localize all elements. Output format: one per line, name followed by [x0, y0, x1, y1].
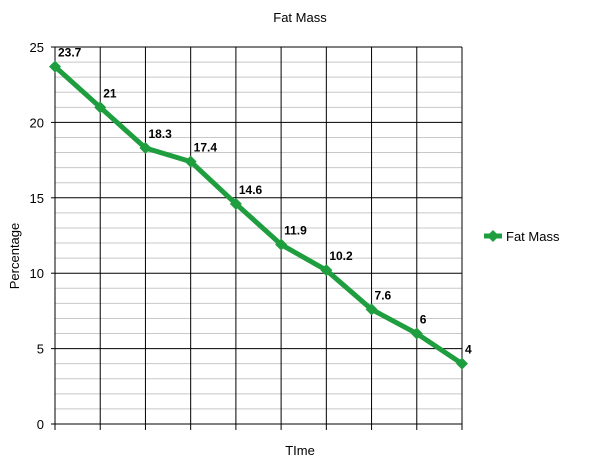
data-label: 4 [465, 343, 472, 357]
y-tick-label: 10 [30, 266, 44, 281]
data-label: 21 [103, 86, 117, 100]
data-labels: 23.7 21 18.3 17.4 14.6 11.9 10.2 7.6 6 4 [58, 46, 472, 357]
data-point-marker [456, 357, 468, 370]
legend-marker-diamond-icon [487, 230, 499, 242]
y-tick-label: 5 [37, 342, 44, 357]
legend-entry-label: Fat Mass [506, 229, 560, 244]
plot-grid [54, 46, 463, 425]
series-line [52, 64, 465, 367]
data-point-marker [410, 327, 423, 340]
data-label: 6 [420, 313, 427, 327]
y-tick-labels: 0 5 10 15 20 25 [30, 40, 44, 432]
y-tick-label: 0 [37, 417, 44, 432]
data-label: 17.4 [194, 141, 218, 155]
data-label: 23.7 [58, 46, 82, 60]
y-tick-label: 15 [30, 191, 44, 206]
data-label: 11.9 [284, 224, 307, 238]
chart-title: Fat Mass [273, 10, 327, 25]
y-tick-label: 25 [30, 40, 44, 55]
data-label: 18.3 [148, 127, 172, 141]
data-point-marker [229, 197, 242, 210]
y-axis-title: Percentage [7, 223, 22, 290]
series-lines [49, 60, 468, 370]
data-point-marker [139, 142, 152, 155]
data-point-marker [184, 155, 197, 168]
x-axis-title: TIme [285, 443, 315, 458]
axes [51, 46, 463, 430]
data-label: 14.6 [239, 183, 263, 197]
data-point-marker [49, 60, 61, 73]
data-point-marker [365, 303, 378, 316]
data-point-marker [275, 238, 288, 251]
data-point-marker [320, 264, 333, 277]
data-label: 7.6 [375, 288, 392, 302]
y-tick-label: 20 [30, 115, 44, 130]
legend: Fat Mass [484, 229, 560, 244]
data-label: 10.2 [329, 249, 353, 263]
data-point-marker [94, 101, 107, 114]
